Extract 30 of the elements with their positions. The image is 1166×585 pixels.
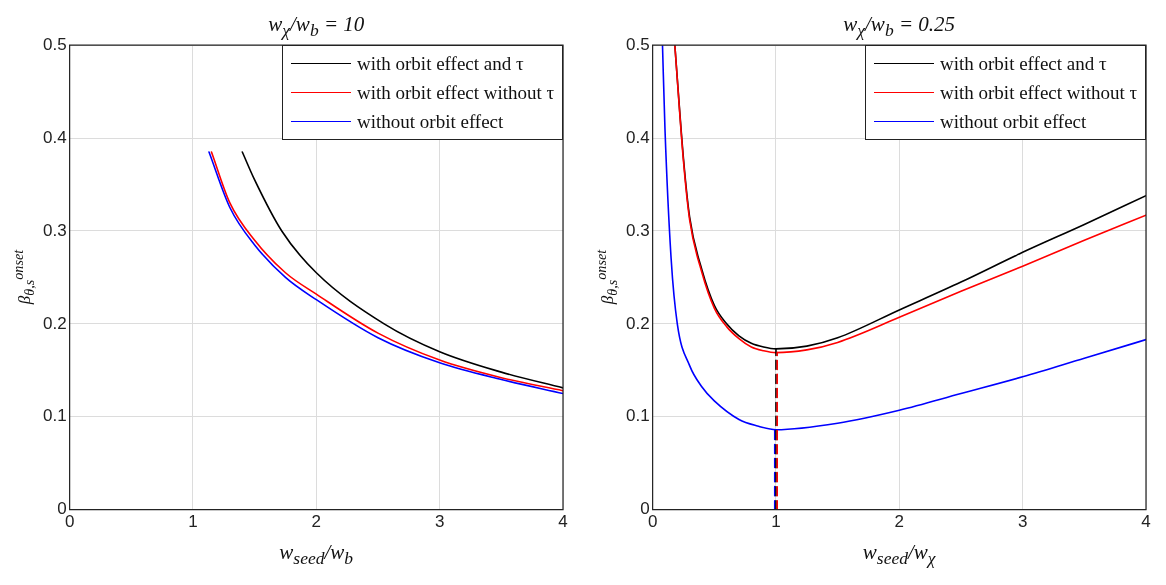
chart-title: w$_{χ}$/w$_{b}$ = 10 — [268, 12, 365, 42]
x-tick-label: 2 — [311, 512, 322, 532]
y-tick-label: 0.3 — [42, 220, 67, 240]
y-tick-label: 0 — [640, 499, 650, 519]
x-tick-label: 4 — [558, 512, 568, 532]
y-tick-label: 0.5 — [625, 34, 650, 54]
legend-label: with orbit effect and τ — [357, 52, 524, 75]
y-tick-label: 0.1 — [42, 406, 67, 426]
y-tick-label: 0.1 — [625, 406, 650, 426]
legend-label: with orbit effect and τ — [940, 52, 1107, 75]
legend-label: without orbit effect — [357, 110, 504, 133]
x-tick-label: 1 — [188, 512, 198, 532]
x-tick-label: 4 — [1141, 512, 1151, 532]
x-tick-label: 2 — [894, 512, 905, 532]
y-tick-label: 0.2 — [42, 313, 67, 333]
y-tick-label: 0 — [57, 499, 67, 519]
x-axis-title: w$_{seed}$/w$_{b}$ — [279, 540, 354, 570]
x-axis-title: w$_{seed}$/w$_{χ}$ — [862, 540, 936, 570]
chart-title: w$_{χ}$/w$_{b}$ = 0.25 — [843, 12, 956, 42]
x-tick-label: 1 — [771, 512, 781, 532]
legend-label: with orbit effect without τ — [940, 81, 1138, 104]
y-tick-label: 0.3 — [625, 220, 650, 240]
y-tick-label: 0.5 — [42, 34, 67, 54]
x-tick-label: 3 — [434, 512, 445, 532]
x-tick-label: 3 — [1017, 512, 1028, 532]
legend-label: with orbit effect without τ — [357, 81, 555, 104]
legend-label: without orbit effect — [940, 110, 1087, 133]
y-tick-label: 0.4 — [625, 127, 650, 147]
y-tick-label: 0.2 — [625, 313, 650, 333]
y-tick-label: 0.4 — [42, 127, 67, 147]
